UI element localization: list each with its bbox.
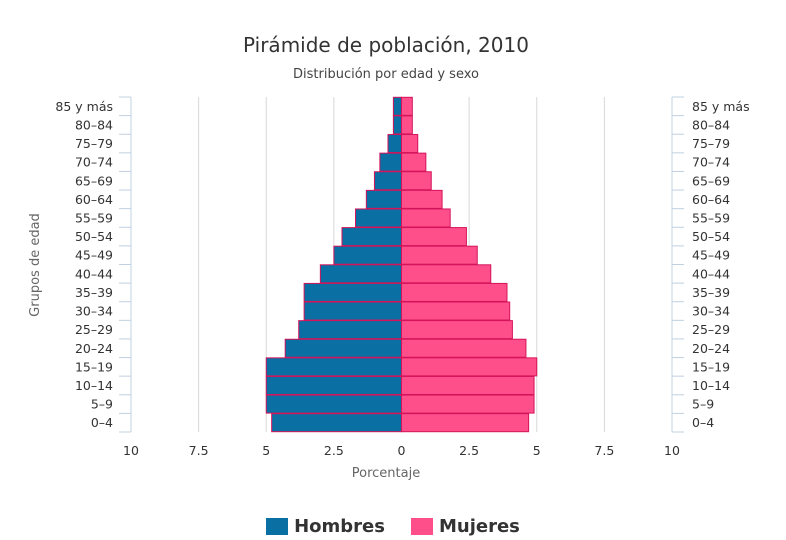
y-tick-label-left: 30–34 — [75, 304, 113, 319]
x-tick-label: 2.5 — [459, 443, 479, 458]
bar-mujeres[interactable] — [401, 134, 419, 154]
bar-mujeres[interactable] — [401, 115, 413, 135]
bar-hombres[interactable] — [271, 413, 402, 433]
bar-mujeres[interactable] — [401, 189, 443, 209]
y-tick-label-left: 65–69 — [75, 173, 113, 188]
legend-label-hombres: Hombres — [294, 515, 385, 537]
y-tick-label-right: 40–44 — [692, 266, 730, 281]
y-tick-label-right: 85 y más — [692, 99, 750, 114]
bar-mujeres[interactable] — [401, 301, 511, 321]
legend-item-hombres[interactable]: Hombres — [266, 516, 385, 537]
bar-hombres[interactable] — [392, 96, 403, 116]
x-tick-label: 7.5 — [189, 443, 209, 458]
y-tick-label-left: 60–64 — [75, 192, 113, 207]
bar-hombres[interactable] — [365, 189, 402, 209]
y-axis-label: Grupos de edad — [28, 213, 43, 317]
y-tick-label-right: 75–79 — [692, 136, 730, 151]
bar-hombres[interactable] — [341, 227, 402, 247]
legend-item-mujeres[interactable]: Mujeres — [410, 515, 520, 537]
y-tick-label-right: 45–49 — [692, 248, 730, 263]
bar-mujeres[interactable] — [401, 245, 478, 265]
y-tick-label-right: 65–69 — [692, 173, 730, 188]
bar-mujeres[interactable] — [401, 357, 538, 377]
y-tick-label-right: 80–84 — [692, 117, 730, 132]
y-tick-label-right: 35–39 — [692, 285, 730, 300]
bar-hombres[interactable] — [379, 152, 402, 172]
bar-hombres[interactable] — [284, 338, 402, 358]
bar-mujeres[interactable] — [401, 338, 527, 358]
bar-mujeres[interactable] — [401, 282, 508, 302]
bar-mujeres[interactable] — [401, 320, 513, 340]
y-tick-label-left: 40–44 — [75, 266, 113, 281]
y-tick-label-left: 45–49 — [75, 248, 113, 263]
y-tick-label-left: 85 y más — [55, 99, 113, 114]
y-tick-label-right: 60–64 — [692, 192, 730, 207]
bar-mujeres[interactable] — [401, 96, 413, 116]
y-tick-label-left: 25–29 — [75, 322, 113, 337]
y-tick-label-left: 5–9 — [91, 397, 113, 412]
y-tick-label-right: 25–29 — [692, 322, 730, 337]
bar-hombres[interactable] — [265, 394, 402, 414]
y-tick-label-left: 15–19 — [75, 359, 113, 374]
chart-subtitle: Distribución por edad y sexo — [293, 67, 479, 82]
y-tick-label-right: 10–14 — [692, 378, 730, 393]
y-tick-label-left: 10–14 — [75, 378, 113, 393]
legend-swatch-mujeres — [410, 517, 433, 535]
legend-label-mujeres: Mujeres — [438, 515, 520, 537]
y-tick-label-right: 20–24 — [692, 341, 730, 356]
population-pyramid-chart: Pirámide de población, 2010 Distribución… — [28, 33, 750, 481]
bar-hombres[interactable] — [319, 264, 403, 284]
bar-hombres[interactable] — [387, 134, 403, 154]
x-tick-label: 10 — [123, 443, 139, 458]
bar-hombres[interactable] — [303, 301, 402, 321]
y-tick-label-right: 50–54 — [692, 229, 730, 244]
y-tick-label-left: 80–84 — [75, 117, 113, 132]
y-tick-label-right: 15–19 — [692, 359, 730, 374]
x-tick-label: 2.5 — [324, 443, 344, 458]
bar-mujeres[interactable] — [401, 208, 451, 228]
bars — [265, 96, 538, 433]
y-tick-label-right: 55–59 — [692, 210, 730, 225]
axes: 10 7.5 5 2.5 0 2.5 5 7.5 10 0–4 0–4 5–9 5–9 10–14 10–1… — [55, 96, 750, 458]
legend: Hombres Mujeres — [0, 512, 786, 540]
y-tick-label-left: 70–74 — [75, 155, 113, 170]
bar-hombres[interactable] — [303, 282, 402, 302]
bar-mujeres[interactable] — [401, 227, 467, 247]
x-tick-label: 5 — [533, 443, 541, 458]
bar-hombres[interactable] — [333, 245, 402, 265]
x-tick-label: 7.5 — [594, 443, 614, 458]
y-tick-label-left: 20–24 — [75, 341, 113, 356]
legend-swatch-hombres — [266, 517, 289, 535]
bar-mujeres[interactable] — [401, 152, 427, 172]
y-tick-label-left: 0–4 — [91, 415, 113, 430]
bar-mujeres[interactable] — [401, 375, 535, 395]
bar-mujeres[interactable] — [401, 264, 492, 284]
bar-hombres[interactable] — [355, 208, 403, 228]
bar-mujeres[interactable] — [401, 171, 432, 191]
chart-title: Pirámide de población, 2010 — [243, 33, 529, 57]
x-tick-label: 10 — [664, 443, 680, 458]
y-tick-label-right: 5–9 — [692, 397, 714, 412]
bar-hombres[interactable] — [392, 115, 403, 135]
y-tick-label-left: 50–54 — [75, 229, 113, 244]
x-tick-label: 5 — [262, 443, 270, 458]
bar-hombres[interactable] — [373, 171, 403, 191]
y-tick-label-left: 75–79 — [75, 136, 113, 151]
x-tick-label: 0 — [398, 443, 406, 458]
y-tick-label-left: 35–39 — [75, 285, 113, 300]
x-axis-label: Porcentaje — [352, 466, 420, 481]
y-tick-label-right: 70–74 — [692, 155, 730, 170]
y-tick-label-right: 0–4 — [692, 415, 714, 430]
bar-hombres[interactable] — [265, 375, 402, 395]
bar-hombres[interactable] — [265, 357, 402, 377]
bar-mujeres[interactable] — [401, 413, 530, 433]
y-tick-label-right: 30–34 — [692, 304, 730, 319]
bar-hombres[interactable] — [298, 320, 402, 340]
bar-mujeres[interactable] — [401, 394, 535, 414]
y-tick-label-left: 55–59 — [75, 210, 113, 225]
